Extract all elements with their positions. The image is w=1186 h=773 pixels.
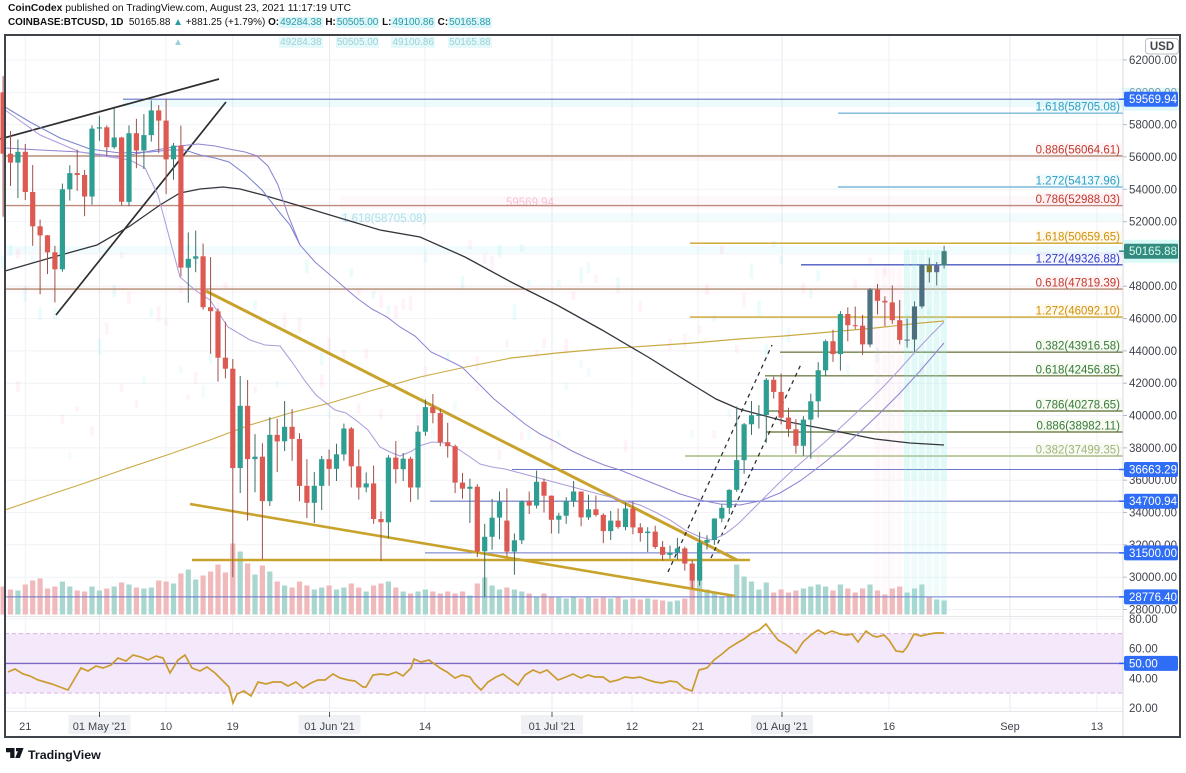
svg-text:46000.00: 46000.00 <box>1129 314 1177 326</box>
svg-text:62000.00: 62000.00 <box>1129 55 1177 67</box>
svg-text:16: 16 <box>883 721 895 733</box>
svg-text:0.618(42456.85): 0.618(42456.85) <box>1036 364 1121 376</box>
svg-text:28000.00: 28000.00 <box>1129 605 1177 617</box>
svg-text:Sep: Sep <box>1000 721 1020 733</box>
svg-text:52000.00: 52000.00 <box>1129 217 1177 229</box>
svg-text:30000.00: 30000.00 <box>1129 572 1177 584</box>
svg-text:12: 12 <box>626 721 638 733</box>
svg-text:20.00: 20.00 <box>1129 703 1158 715</box>
svg-text:50.00: 50.00 <box>1129 658 1158 670</box>
svg-text:40000.00: 40000.00 <box>1129 411 1177 423</box>
svg-text:1.272(46092.10): 1.272(46092.10) <box>1036 306 1121 318</box>
svg-text:01 May '21: 01 May '21 <box>73 721 126 733</box>
svg-text:0.382(43916.58): 0.382(43916.58) <box>1036 341 1121 353</box>
svg-text:13: 13 <box>1091 721 1103 733</box>
svg-text:31500.00: 31500.00 <box>1129 548 1177 560</box>
svg-text:01 Aug '21: 01 Aug '21 <box>756 721 808 733</box>
svg-text:59569.94: 59569.94 <box>1129 94 1178 106</box>
svg-text:1.618(58705.08): 1.618(58705.08) <box>342 213 427 225</box>
svg-text:0.786(40278.65): 0.786(40278.65) <box>1036 400 1121 412</box>
svg-text:34700.94: 34700.94 <box>1129 496 1178 508</box>
svg-text:28776.40: 28776.40 <box>1129 592 1177 604</box>
svg-text:1.618(58705.08): 1.618(58705.08) <box>1036 102 1121 114</box>
svg-text:40.00: 40.00 <box>1129 673 1158 685</box>
svg-text:19: 19 <box>227 721 239 733</box>
svg-text:0.382(37499.35): 0.382(37499.35) <box>1036 445 1121 457</box>
svg-text:0.886(38982.11): 0.886(38982.11) <box>1036 421 1120 433</box>
svg-text:54000.00: 54000.00 <box>1129 184 1177 196</box>
svg-text:TradingView: TradingView <box>28 748 101 762</box>
svg-text:1.618(50659.65): 1.618(50659.65) <box>1036 232 1121 244</box>
svg-text:1.272(49326.88): 1.272(49326.88) <box>1036 253 1121 265</box>
svg-text:36000.00: 36000.00 <box>1129 475 1177 487</box>
svg-text:44000.00: 44000.00 <box>1129 346 1177 358</box>
svg-text:01 Jun '21: 01 Jun '21 <box>304 721 354 733</box>
svg-text:50165.88: 50165.88 <box>1129 246 1177 258</box>
svg-text:1.272(54137.96): 1.272(54137.96) <box>1036 176 1121 188</box>
svg-text:01 Jul '21: 01 Jul '21 <box>529 721 576 733</box>
svg-text:10: 10 <box>160 721 172 733</box>
svg-text:58000.00: 58000.00 <box>1129 120 1177 132</box>
svg-text:0.886(56064.61): 0.886(56064.61) <box>1036 144 1121 156</box>
svg-text:38000.00: 38000.00 <box>1129 443 1177 455</box>
svg-text:34000.00: 34000.00 <box>1129 508 1177 520</box>
svg-text:60.00: 60.00 <box>1129 644 1158 656</box>
svg-text:48000.00: 48000.00 <box>1129 281 1177 293</box>
svg-text:USD: USD <box>1150 41 1174 53</box>
svg-text:36663.29: 36663.29 <box>1129 465 1177 477</box>
svg-text:0.786(52988.03): 0.786(52988.03) <box>1036 194 1121 206</box>
svg-text:80.00: 80.00 <box>1129 614 1158 626</box>
svg-text:21: 21 <box>19 721 31 733</box>
svg-text:59569.94: 59569.94 <box>506 197 555 209</box>
svg-text:14: 14 <box>419 721 431 733</box>
svg-text:0.618(47819.39): 0.618(47819.39) <box>1036 278 1121 290</box>
svg-text:21: 21 <box>692 721 704 733</box>
svg-text:56000.00: 56000.00 <box>1129 152 1177 164</box>
svg-text:42000.00: 42000.00 <box>1129 378 1177 390</box>
